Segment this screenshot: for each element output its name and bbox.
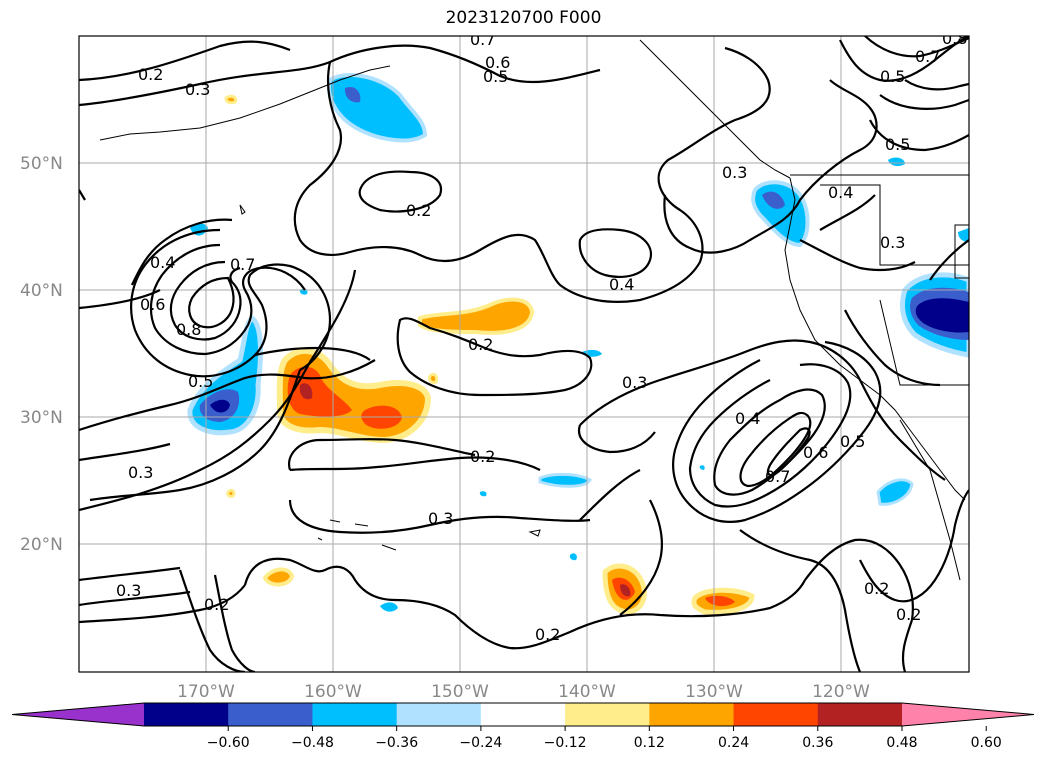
colorbar-tick-label: 0.24	[718, 735, 749, 751]
colorbar-swatch	[817, 703, 903, 726]
contour-label: 0.5	[188, 372, 213, 391]
shaded-fields	[187, 73, 969, 615]
contour-lines	[79, 36, 969, 672]
contour-label: 0.2	[470, 447, 495, 466]
lat-label: 30°N	[20, 408, 63, 428]
lat-label: 40°N	[20, 281, 63, 301]
map-area: 0.2 0.3 0.7 0.6 0.5 0.2 0.4 0.7 0.6 0.8 …	[79, 29, 969, 672]
lon-labels: 170°W 160°W 150°W 140°W 130°W 120°W	[177, 682, 870, 702]
colorbar-tick-label: 0.48	[886, 735, 917, 751]
contour-label: 0.6	[803, 443, 828, 462]
colorbar-swatch	[396, 703, 482, 726]
contour-label: 0.2	[406, 201, 431, 220]
contour-label: 0.7	[915, 47, 940, 66]
chart-title: 2023120700 F000	[445, 8, 602, 28]
contour-label: 0.6	[140, 295, 165, 314]
contour-label: 0.2	[535, 625, 560, 644]
colorbar-tick-label: −0.24	[459, 735, 502, 751]
contour-label: 0.2	[468, 335, 493, 354]
lat-label: 20°N	[20, 535, 63, 555]
colorbar-tick-label: 0.36	[802, 735, 833, 751]
colorbar-swatch	[480, 703, 566, 726]
colorbar-extend-high	[902, 703, 1034, 726]
contour-label: 0.8	[176, 320, 201, 339]
contour-label: 0.5	[885, 135, 910, 154]
contour-label: 0.5	[880, 67, 905, 86]
colorbar-tick-label: −0.48	[291, 735, 334, 751]
lon-label: 160°W	[304, 682, 362, 702]
colorbar-extend-low	[12, 703, 144, 726]
contour-label: 0.3	[880, 233, 905, 252]
contour-label: 0.7	[765, 467, 790, 486]
contour-label: 0.2	[204, 595, 229, 614]
contour-label: 0.4	[150, 253, 175, 272]
contour-label: 0.4	[735, 409, 760, 428]
colorbar-tick-label: −0.60	[207, 735, 250, 751]
contour-label: 0.3	[185, 80, 210, 99]
contour-label: 0.5	[483, 67, 508, 86]
contour-label: 0.4	[828, 183, 853, 202]
contour-label: 0.3	[116, 581, 141, 600]
colorbar-outline	[11, 702, 1035, 727]
contour-label: 0.3	[722, 163, 747, 182]
contour-label: 0.2	[138, 65, 163, 84]
colorbar-tick-label: 0.12	[634, 735, 665, 751]
colorbar-tick-label: 0.60	[971, 735, 1002, 751]
colorbar-swatch	[144, 703, 229, 726]
colorbar-tick-label: −0.12	[544, 735, 587, 751]
lat-labels: 50°N 40°N 30°N 20°N	[20, 154, 63, 555]
contour-label: 0.3	[622, 373, 647, 392]
colorbar-swatch	[312, 703, 398, 726]
colorbar: −0.60 −0.48 −0.36 −0.24 −0.12 0.12 0.24 0.36 0.4…	[11, 702, 1035, 751]
contour-label: 0.2	[896, 605, 921, 624]
lat-label: 50°N	[20, 154, 63, 174]
map-frame	[78, 35, 970, 673]
contour-label: 0.5	[840, 432, 865, 451]
colorbar-tick-label: −0.36	[375, 735, 418, 751]
lon-label: 150°W	[431, 682, 489, 702]
colorbar-swatch	[228, 703, 313, 726]
coastlines	[99, 39, 969, 581]
contour-label: 0.7	[230, 255, 255, 274]
lon-label: 140°W	[558, 682, 616, 702]
colorbar-swatch	[649, 703, 735, 726]
contour-labels: 0.2 0.3 0.7 0.6 0.5 0.2 0.4 0.7 0.6 0.8 …	[116, 29, 967, 644]
colorbar-swatch	[733, 703, 819, 726]
lon-label: 170°W	[177, 682, 235, 702]
contour-label: 0.3	[128, 463, 153, 482]
lon-label: 120°W	[812, 682, 870, 702]
contour-label: 0.2	[864, 579, 889, 598]
lon-label: 130°W	[685, 682, 743, 702]
contour-label: 0.3	[428, 509, 453, 528]
contour-label: 0.7	[470, 30, 495, 49]
colorbar-swatch	[565, 703, 650, 726]
contour-label: 0.6	[485, 53, 510, 72]
contour-label: 0.4	[609, 275, 634, 294]
contour-label: 0.8	[942, 29, 967, 48]
